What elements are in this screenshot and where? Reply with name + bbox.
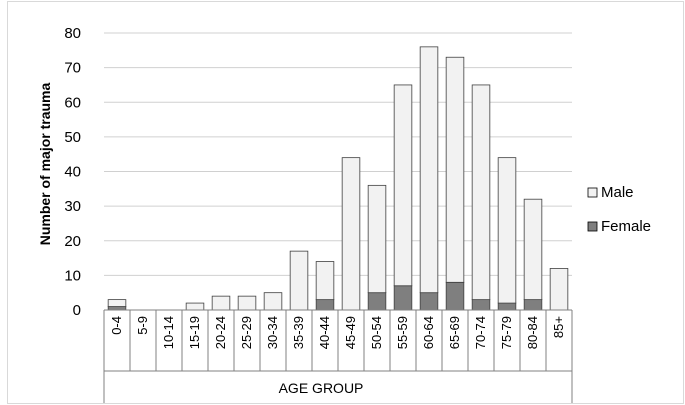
x-tick-label: 65-69 — [447, 316, 462, 349]
y-tick-label: 70 — [64, 60, 81, 77]
bar-male — [549, 268, 569, 311]
bar-male — [237, 295, 257, 311]
bar-male — [523, 198, 543, 301]
y-tick-label: 20 — [64, 233, 81, 250]
y-tick-label: 30 — [64, 198, 81, 215]
gridlines — [104, 32, 572, 276]
bar-male — [185, 302, 205, 311]
x-tick-label: 50-54 — [369, 316, 384, 349]
bar-male — [471, 84, 491, 301]
legend-label-male: Male — [601, 184, 634, 201]
x-tick-label: 5-9 — [135, 316, 150, 335]
bar-male — [341, 157, 361, 311]
y-tick-label: 0 — [73, 302, 81, 319]
y-tick-label: 80 — [64, 25, 81, 42]
x-tick-label: 60-64 — [421, 316, 436, 349]
bar-female — [367, 292, 387, 311]
bars — [107, 46, 569, 311]
bar-female — [445, 281, 465, 311]
x-tick-label: 45-49 — [343, 316, 358, 349]
x-axis: 0-4 5-9 10-14 15-19 20-24 25-29 30-34 35-39 40-4… — [103, 309, 573, 403]
x-tick-label: 30-34 — [265, 316, 280, 349]
bar-male — [367, 184, 387, 294]
y-axis-ticks: 0 10 20 30 40 50 60 70 80 — [64, 25, 81, 319]
x-tick-label: 80-84 — [525, 316, 540, 349]
x-tick-label: 25-29 — [239, 316, 254, 349]
y-tick-label: 40 — [64, 164, 81, 181]
legend: Male Female — [587, 184, 651, 235]
bar-female — [419, 292, 439, 311]
bar-female — [523, 299, 543, 311]
x-tick-label: 10-14 — [161, 316, 176, 349]
bar-male — [497, 157, 517, 304]
x-tick-label: 55-59 — [395, 316, 410, 349]
bar-male — [419, 46, 439, 294]
bar-female — [315, 299, 335, 311]
x-tick-label: 20-24 — [213, 316, 228, 349]
y-axis-label: Number of major trauma — [37, 82, 53, 245]
legend-swatch-male — [587, 187, 598, 198]
x-tick-label: 15-19 — [187, 316, 202, 349]
x-tick-label: 75-79 — [499, 316, 514, 349]
x-axis-label: AGE GROUP — [279, 380, 364, 396]
x-tick-label: 70-74 — [473, 316, 488, 349]
bar-female — [393, 285, 413, 311]
legend-swatch-female — [587, 221, 598, 232]
bar-male — [445, 56, 465, 283]
bar-female — [497, 302, 517, 311]
bar-male — [393, 84, 413, 287]
bar-female — [107, 306, 127, 311]
chart-frame — [7, 1, 684, 404]
bar-male — [315, 261, 335, 301]
y-tick-label: 60 — [64, 94, 81, 111]
legend-label-female: Female — [601, 218, 651, 235]
x-tick-label: 85+ — [551, 316, 566, 338]
x-tick-label: 40-44 — [317, 316, 332, 349]
x-tick-label: 0-4 — [109, 316, 124, 335]
bar-male — [263, 292, 283, 311]
y-tick-label: 50 — [64, 129, 81, 146]
y-tick-label: 10 — [64, 267, 81, 284]
bar-male — [289, 250, 309, 311]
bar-female — [471, 299, 491, 311]
bar-male — [107, 299, 127, 307]
bar-male — [211, 295, 231, 311]
x-tick-label: 35-39 — [291, 316, 306, 349]
